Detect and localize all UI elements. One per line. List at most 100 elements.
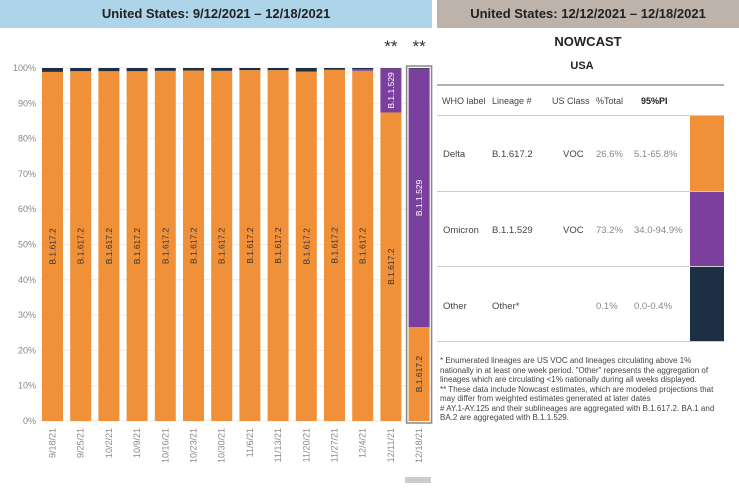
bar-label: B.1.1.529 <box>414 179 424 216</box>
row-other-lineage: Other* <box>492 301 520 312</box>
y-tick-label: 90% <box>18 98 36 108</box>
bar-segment-b-1-617-2 <box>324 69 345 421</box>
variant-proportions-chart: 0% 10% 20% 30% 40% 50% 60% 70% 80% 90% 100% B.1.617… <box>13 37 433 463</box>
x-tick-label: 9/18/21 <box>48 428 58 458</box>
col-header-who-label: WHO label <box>442 96 486 106</box>
bar-label: B.1.617.2 <box>386 248 396 285</box>
x-tick-label: 11/13/21 <box>273 428 283 462</box>
x-tick-label: 12/4/21 <box>358 428 368 458</box>
row-other-color-swatch <box>690 267 724 341</box>
table-top-divider <box>437 84 724 86</box>
row-omicron-total: 73.2% <box>596 225 623 236</box>
row-omicron-lineage: B.1.1.529 <box>492 225 533 236</box>
bar-segment-other <box>239 68 261 71</box>
nowcast-marker: ** <box>412 37 426 56</box>
bar-segment-b-1-617-2 <box>70 71 92 421</box>
x-tick-label: 12/18/21 <box>414 428 424 463</box>
x-tick-label: 10/30/21 <box>217 428 227 463</box>
bar-segment-b-1-617-2 <box>267 70 289 422</box>
bar-segment-b-1-617-2 <box>154 70 176 421</box>
footnote-double-asterisk: ** These data include Nowcast estimates,… <box>440 384 714 404</box>
bar-segment-b-1-1-529 <box>408 68 430 328</box>
x-tick-label: 10/9/21 <box>132 428 142 458</box>
bar-label: B.1.617.2 <box>330 227 340 264</box>
row-omicron-pi: 34.0-94.9% <box>634 225 683 236</box>
bar-segment-b-1-617-2 <box>295 71 317 421</box>
bar-segment-b-1-1-529 <box>352 69 374 71</box>
bar-segment-b-1-617-2 <box>211 70 233 421</box>
y-tick-label: 20% <box>18 345 36 355</box>
row-other-total: 0.1% <box>596 301 618 312</box>
bar-segment-other <box>154 68 176 71</box>
bar-label: B.1.617.2 <box>76 228 86 265</box>
col-header-us-class: US Class <box>552 96 590 106</box>
bar-segment-other <box>183 68 204 71</box>
bar-segment-other <box>42 68 63 72</box>
bar-segment-other <box>126 68 148 72</box>
row-delta-pi: 5.1-65.8% <box>634 149 678 160</box>
table-header-divider <box>437 115 724 116</box>
col-header-pi: 95%PI <box>641 96 668 106</box>
y-tick-label: 70% <box>18 169 36 179</box>
bar-label: B.1.617.2 <box>358 227 368 264</box>
row-omicron-who: Omicron <box>443 225 479 236</box>
y-tick-label: 80% <box>18 134 36 144</box>
chart-header: United States: 9/12/2021 – 12/18/2021 <box>0 0 432 28</box>
row-delta-total: 26.6% <box>596 149 623 160</box>
bar-label: B.1.617.2 <box>189 227 199 264</box>
row-delta-who: Delta <box>443 149 466 160</box>
bar-label: B.1.617.2 <box>414 356 424 393</box>
y-tick-label: 100% <box>13 63 36 73</box>
row-delta-class: VOC <box>563 149 584 160</box>
col-header-total: %Total <box>596 96 624 106</box>
footnote-hash: # AY.1-AY.125 and their sublineages are … <box>440 403 715 423</box>
bar-segment-b-1-617-2 <box>408 327 430 421</box>
footnote-asterisk: * Enumerated lineages are US VOC and lin… <box>440 356 709 384</box>
y-tick-label: 50% <box>18 240 36 250</box>
table-row-divider <box>437 266 724 267</box>
bar-segment-other <box>324 68 345 70</box>
nowcast-bar-highlight <box>405 65 433 424</box>
x-tick-label: 11/20/21 <box>301 428 311 462</box>
row-other-who: Other <box>443 301 467 312</box>
bar-label: B.1.617.2 <box>104 228 114 265</box>
col-header-lineage: Lineage # <box>492 96 532 106</box>
y-tick-label: 40% <box>18 275 36 285</box>
bar-label: B.1.617.2 <box>132 228 142 265</box>
bar-label: B.1.1.529 <box>386 72 396 109</box>
bar-segment-other <box>352 68 374 70</box>
x-tick-label: 12/11/21 <box>386 428 396 462</box>
x-tick-label: 9/25/21 <box>76 428 86 458</box>
table-bottom-divider <box>437 341 724 342</box>
x-tick-label: 10/2/21 <box>104 428 114 458</box>
bar-label: B.1.617.2 <box>48 228 58 265</box>
table-row-divider <box>437 191 724 192</box>
bar-segment-other <box>70 68 92 72</box>
x-tick-label: 10/23/21 <box>189 428 199 463</box>
nowcast-header: United States: 12/12/2021 – 12/18/2021 N… <box>437 0 739 49</box>
bar-segment-other <box>267 68 289 71</box>
bar-label: B.1.617.2 <box>217 227 227 264</box>
bar-segment-b-1-617-2 <box>380 112 402 421</box>
bar-segment-b-1-617-2 <box>126 71 148 421</box>
y-tick-label: 60% <box>18 204 36 214</box>
bar-segment-b-1-1-529 <box>380 68 402 113</box>
row-delta-lineage: B.1.617.2 <box>492 149 533 160</box>
bar-label: B.1.617.2 <box>245 227 255 264</box>
x-tick-label: 11/27/21 <box>330 428 340 462</box>
table-region-title: USA <box>570 60 594 72</box>
footnotes: * Enumerated lineages are US VOC and lin… <box>440 356 724 423</box>
x-tick-label: 10/16/21 <box>160 428 170 463</box>
y-tick-label: 30% <box>18 310 36 320</box>
bar-segment-b-1-617-2 <box>183 70 204 421</box>
bar-label: B.1.617.2 <box>160 227 170 264</box>
x-tick-label: 11/6/21 <box>245 428 255 457</box>
nowcast-marker: ** <box>384 37 398 56</box>
bar-segment-b-1-617-2 <box>42 71 63 421</box>
bar-segment-other <box>295 68 317 72</box>
bar-segment-b-1-617-2 <box>352 70 374 421</box>
bar-segment-b-1-617-2 <box>239 70 261 422</box>
bar-segment-b-1-617-2 <box>98 71 120 421</box>
horizontal-scroll-thumb[interactable] <box>405 477 431 483</box>
row-delta-color-swatch <box>690 116 724 191</box>
